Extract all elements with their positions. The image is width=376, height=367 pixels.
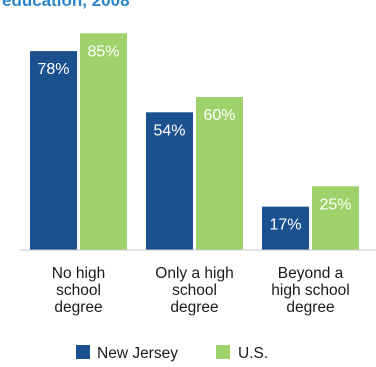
category-label-2: Beyond a high school degree — [271, 265, 349, 316]
legend-label-us: U.S. — [238, 345, 268, 362]
legend-swatch-us — [216, 345, 230, 359]
data-label-new-jersey-2: 17% — [269, 217, 301, 234]
data-label-new-jersey-1: 54% — [153, 122, 185, 139]
bar-new-jersey-2 — [262, 206, 309, 250]
chart-title: education, 2008 — [2, 0, 130, 10]
data-label-us-2: 25% — [319, 196, 351, 213]
bar-us-1 — [196, 97, 243, 250]
bars-group: 78% 85% 54% 60% 17% 25% — [30, 33, 359, 250]
legend-swatch-new-jersey — [76, 345, 90, 359]
data-label-us-0: 85% — [87, 43, 119, 60]
data-label-new-jersey-0: 78% — [37, 61, 69, 78]
bar-new-jersey-0 — [30, 51, 77, 250]
category-label-0: No high school degree — [52, 265, 105, 316]
bar-us-2 — [312, 186, 359, 250]
bar-us-0 — [80, 33, 127, 250]
legend: New Jersey U.S. — [76, 345, 268, 362]
data-label-us-1: 60% — [203, 107, 235, 124]
bar-new-jersey-1 — [146, 112, 193, 250]
legend-label-new-jersey: New Jersey — [97, 345, 178, 362]
category-labels: No high school degree Only a high school degr… — [52, 265, 350, 316]
category-label-1: Only a high school degree — [155, 265, 233, 316]
